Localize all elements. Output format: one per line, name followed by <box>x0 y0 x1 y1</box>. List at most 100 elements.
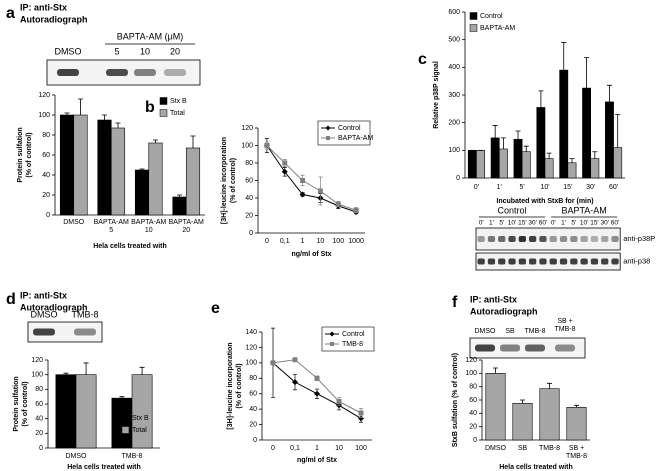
blot-lane: 30' <box>528 220 536 227</box>
blot-band <box>580 236 588 242</box>
note: Autoradiograph <box>470 306 538 316</box>
x-axis-label: Hela cells treated with <box>67 464 141 471</box>
error-bar <box>520 399 525 404</box>
blot-row-label: anti-p38 <box>623 256 650 265</box>
text-line: 5 <box>109 227 113 234</box>
bar <box>536 107 546 179</box>
blot-band <box>559 258 568 265</box>
legend-swatch <box>469 24 478 32</box>
x-tick-label: 1000 <box>348 238 364 245</box>
x-tick-label: 0 <box>271 445 275 452</box>
y-axis-label: Protein sulfation <box>13 376 20 431</box>
error-bar <box>615 113 621 148</box>
legend-marker <box>330 342 334 346</box>
blot-lane: 0' <box>551 220 556 227</box>
line <box>266 145 357 211</box>
blot-row-label: anti-p38P <box>623 234 655 243</box>
x-tick-label: 0' <box>474 184 479 191</box>
blot-group: Control <box>498 205 527 215</box>
gel-band <box>554 344 576 352</box>
error-bar <box>538 90 544 108</box>
panel-letter: a <box>6 5 15 22</box>
error-bar <box>547 382 552 389</box>
y-tick-label: 0 <box>46 212 50 219</box>
bar <box>605 101 614 179</box>
x-axis-label: ng/ml of Stx <box>291 251 331 258</box>
error-bar <box>177 194 182 197</box>
gel-label: DMSO <box>475 328 497 335</box>
gel-band <box>106 69 128 76</box>
x-tick-label: DMSO <box>63 219 85 226</box>
text-line: TMB-8 <box>566 453 587 460</box>
y-tick-label: 300 <box>448 92 460 99</box>
y-tick-label: 20 <box>469 424 477 431</box>
y-axis-label: (% of control) <box>236 363 243 408</box>
error-bar <box>83 362 89 375</box>
note: Autoradiograph <box>20 302 88 312</box>
legend-label: BAPTA-AM <box>338 135 373 142</box>
text-line: 10 <box>145 227 153 234</box>
y-tick-label: 60 <box>245 177 253 184</box>
bar <box>490 137 500 179</box>
gel-label: 5 <box>114 46 119 56</box>
legend-label: Stx B <box>132 415 149 422</box>
bar <box>567 162 577 179</box>
y-tick-label: 80 <box>42 132 50 139</box>
bar <box>559 69 569 179</box>
gel-band <box>499 344 521 352</box>
y-tick-label: 40 <box>249 406 257 413</box>
blot <box>475 227 621 251</box>
bar <box>566 407 587 441</box>
legend-label: Total <box>132 427 147 434</box>
error-bar <box>592 151 598 159</box>
blot-lane: 1' <box>489 220 494 227</box>
gel-band <box>474 344 496 352</box>
bar <box>148 142 163 216</box>
bar <box>513 138 523 179</box>
x-tick-label: BAPTA-AM 20 <box>169 219 204 234</box>
text-line: BAPTA-AM <box>94 219 129 226</box>
y-axis-label: Protein sulfation <box>17 127 24 182</box>
blot-lane: 60' <box>539 220 547 227</box>
text-line: BAPTA-AM <box>169 219 204 226</box>
y-axis-label: (% of control) <box>230 158 237 203</box>
y-tick-label: 80 <box>469 384 477 391</box>
blot-lane: 1' <box>561 220 566 227</box>
x-tick-label: 1 <box>315 445 319 452</box>
y-tick-label: 60 <box>469 397 477 404</box>
legend-swatch <box>469 12 478 20</box>
bar <box>590 158 600 179</box>
y-tick-label: 100 <box>31 372 43 379</box>
x-tick-label: DMSO <box>485 445 507 452</box>
gel-label: TMB-8 <box>72 309 99 319</box>
error-bar <box>493 367 498 374</box>
blot-lane: 10' <box>580 220 588 227</box>
blot-band <box>508 258 516 265</box>
gel-band <box>524 344 546 352</box>
marker <box>300 178 306 183</box>
marker <box>282 160 288 166</box>
error-bar <box>606 84 612 102</box>
panel-letter: b <box>145 99 155 116</box>
marker <box>299 191 306 198</box>
x-axis-label: Hela cells treated with <box>499 464 573 471</box>
y-axis-label: (% of control) <box>26 132 33 177</box>
blot-lane: 60' <box>611 220 619 227</box>
y-axis-label: (% of control) <box>22 381 29 426</box>
panel-letter: e <box>211 300 220 317</box>
y-tick-label: 60 <box>42 152 50 159</box>
x-tick-label: 1 <box>301 238 305 245</box>
x-axis-label: ng/ml of Stx <box>297 457 337 464</box>
bar <box>75 374 97 449</box>
x-tick-label: BAPTA-AM 5 <box>94 219 129 234</box>
x-tick-label: 5' <box>520 184 525 191</box>
bar <box>73 114 88 216</box>
note: IP: anti-Stx <box>20 2 67 12</box>
error-bar <box>115 122 121 128</box>
y-tick-label: 200 <box>448 120 460 127</box>
blot-band <box>601 258 609 265</box>
error-bar <box>102 114 107 120</box>
x-axis-label: Incubated with StxB for (min) <box>496 198 593 205</box>
bar <box>539 388 560 441</box>
